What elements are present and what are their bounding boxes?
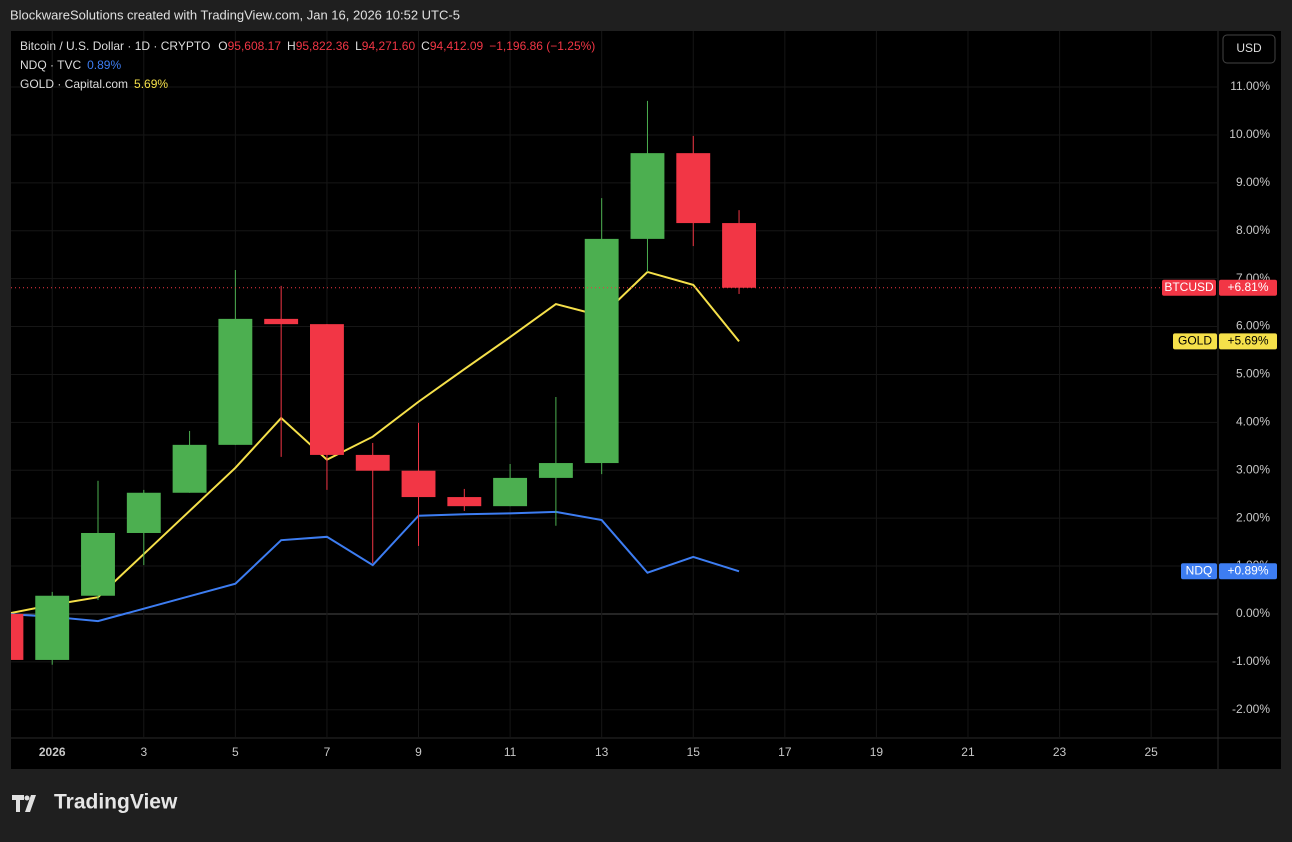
- x-tick-label: 23: [1053, 745, 1067, 759]
- currency-label[interactable]: USD: [1236, 41, 1262, 55]
- y-tick-label: -2.00%: [1232, 702, 1270, 716]
- y-tick-label: 11.00%: [1230, 79, 1270, 93]
- candle-body: [401, 470, 436, 498]
- candle-body: [630, 153, 665, 239]
- series-tag: GOLD: [1178, 334, 1212, 348]
- candle-body: [493, 477, 528, 507]
- candle-body: [538, 463, 573, 478]
- legend-label: NDQ · TVC: [20, 58, 81, 72]
- y-tick-label: 0.00%: [1236, 606, 1270, 620]
- candle-body: [218, 318, 253, 445]
- brand-name: TradingView: [54, 791, 178, 814]
- ohlc-key: C: [421, 39, 430, 53]
- candle-body: [584, 238, 619, 464]
- last-value-bg: [1219, 333, 1277, 350]
- y-tick-label: 9.00%: [1236, 175, 1270, 189]
- legend-value: 0.89%: [87, 58, 121, 72]
- legend-value: 5.69%: [134, 77, 168, 91]
- legend-label: Bitcoin / U.S. Dollar · 1D · CRYPTO: [20, 39, 210, 53]
- candle-body: [676, 153, 711, 224]
- x-tick-label: 2026: [39, 745, 66, 759]
- candle-body: [126, 492, 161, 533]
- legend-entry: NDQ · TVC 0.89%: [20, 58, 121, 72]
- candle-body: [172, 444, 207, 493]
- legend-change: −1,196.86 (−1.25%): [489, 39, 595, 53]
- x-tick-label: 21: [961, 745, 975, 759]
- last-value-label: +6.81%: [1227, 280, 1268, 294]
- candle-body: [355, 454, 390, 471]
- x-tick-label: 25: [1144, 745, 1158, 759]
- line-series: [11, 510, 740, 623]
- ohlc-value: 94,412.09: [430, 39, 484, 53]
- chart-panel: [11, 31, 1281, 769]
- y-tick-label: 2.00%: [1236, 510, 1270, 524]
- last-value-bg: [1219, 279, 1277, 296]
- y-tick-label: 5.00%: [1236, 367, 1270, 381]
- candle-body: [11, 613, 24, 660]
- x-tick-label: 11: [504, 745, 517, 759]
- x-tick-label: 7: [324, 745, 331, 759]
- legend: Bitcoin / U.S. Dollar · 1D · CRYPTO O95,6…: [20, 39, 595, 91]
- y-tick-label: 4.00%: [1236, 415, 1270, 429]
- y-tick-label: 8.00%: [1236, 223, 1270, 237]
- y-tick-label: 10.00%: [1229, 127, 1270, 141]
- candle-body: [264, 318, 299, 325]
- candle-body: [310, 324, 344, 455]
- series-tag-bg: [1181, 563, 1217, 580]
- series-tag: NDQ: [1186, 563, 1213, 577]
- x-tick-label: 13: [595, 745, 609, 759]
- x-tick-label: 3: [140, 745, 147, 759]
- last-value-label: +5.69%: [1227, 334, 1268, 348]
- ohlc-key: O: [218, 39, 227, 53]
- ohlc-value: 95,608.17: [228, 39, 282, 53]
- y-tick-label: -1.00%: [1232, 654, 1270, 668]
- last-value-bg: [1219, 563, 1277, 580]
- series-tag: BTCUSD: [1164, 280, 1214, 294]
- ohlc-key: L: [355, 39, 362, 53]
- x-tick-label: 15: [687, 745, 701, 759]
- plot-area: [11, 100, 1218, 665]
- series-tag-bg: [1162, 279, 1216, 296]
- candle-body: [35, 595, 70, 660]
- y-tick-label: 6.00%: [1236, 319, 1270, 333]
- header-title: BlockwareSolutions created with TradingV…: [10, 7, 460, 22]
- candle-body: [447, 497, 482, 507]
- currency-button[interactable]: [1222, 34, 1276, 64]
- series-tag-bg: [1173, 333, 1217, 350]
- ohlc-value: 95,822.36: [296, 39, 350, 53]
- candle-body: [81, 532, 115, 596]
- brand-logo: [12, 795, 36, 812]
- ohlc-value: 94,271.60: [362, 39, 416, 53]
- candle-body: [722, 223, 756, 288]
- x-tick-label: 9: [415, 745, 422, 759]
- ohlc-key: H: [287, 39, 296, 53]
- legend-entry: GOLD · Capital.com 5.69%: [20, 77, 168, 91]
- legend-symbol: Bitcoin / U.S. Dollar · 1D · CRYPTO O95,6…: [20, 39, 595, 53]
- legend-label: GOLD · Capital.com: [20, 77, 128, 91]
- y-tick-label: 3.00%: [1236, 462, 1270, 476]
- x-tick-label: 5: [232, 745, 239, 759]
- x-tick-label: 19: [870, 745, 884, 759]
- x-tick-label: 17: [778, 745, 792, 759]
- last-value-label: +0.89%: [1227, 563, 1268, 577]
- axes: 11.00%10.00%9.00%8.00%7.00%6.00%5.00%4.0…: [39, 79, 1277, 759]
